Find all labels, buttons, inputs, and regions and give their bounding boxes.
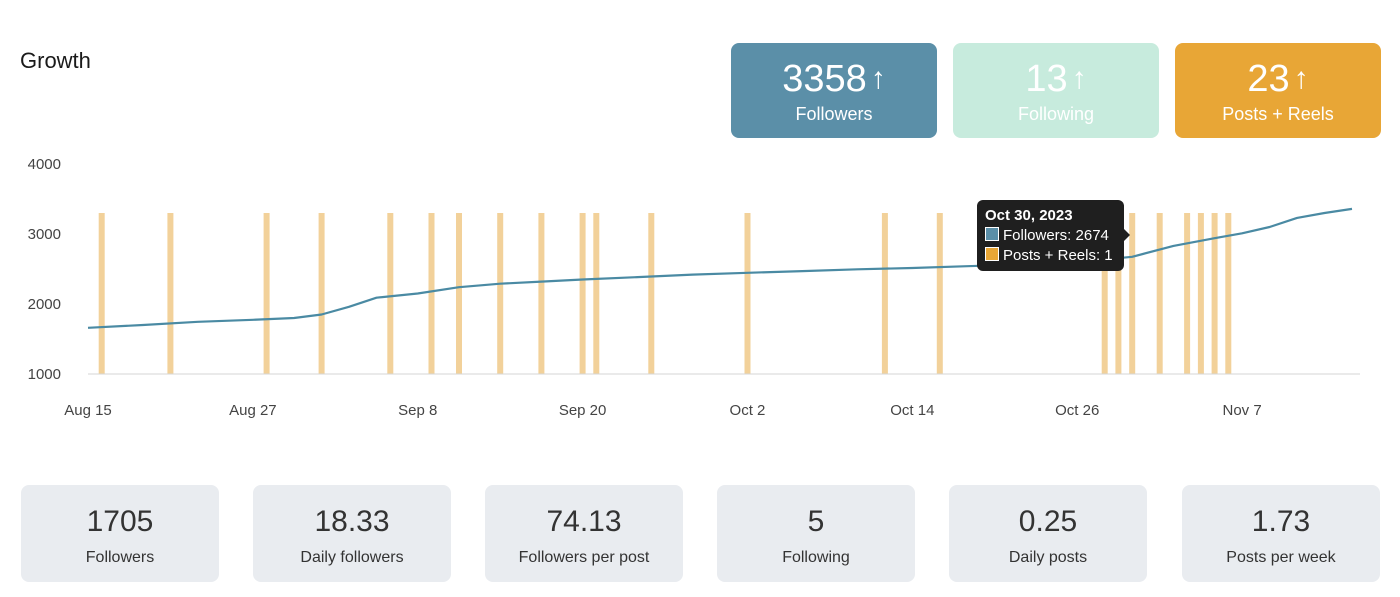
x-tick-label: Aug 27 xyxy=(229,402,277,419)
tooltip-posts: Posts + Reels: 1 xyxy=(1003,247,1113,264)
followers-kpi-value: 3358 xyxy=(782,58,867,100)
posts-kpi-card: 23 ↑ Posts + Reels xyxy=(1175,43,1381,138)
chart-tooltip: Oct 30, 2023 Followers: 2674 Posts + Ree… xyxy=(977,200,1130,271)
posts-bar xyxy=(1211,213,1218,374)
stat-label: Daily posts xyxy=(1008,549,1088,566)
stat-label: Daily followers xyxy=(300,549,404,566)
y-tick-label: 4000 xyxy=(28,156,61,173)
posts-bar xyxy=(1184,213,1191,374)
x-tick-label: Oct 14 xyxy=(890,402,934,419)
stat-value: 18.33 xyxy=(314,505,390,538)
stat-card-daily-posts: 0.25 Daily posts xyxy=(949,485,1147,582)
followers-kpi-card: 3358 ↑ Followers xyxy=(731,43,937,138)
y-tick-label: 2000 xyxy=(28,296,61,313)
posts-bar xyxy=(1225,213,1232,374)
page-title: Growth xyxy=(20,48,91,73)
stat-value: 0.25 xyxy=(1018,505,1078,538)
posts-swatch-icon xyxy=(985,247,999,261)
posts-bar xyxy=(936,213,943,374)
y-tick-label: 3000 xyxy=(28,226,61,243)
posts-bar xyxy=(497,213,504,374)
following-kpi-card: 13 ↑ Following xyxy=(953,43,1159,138)
x-tick-label: Aug 15 xyxy=(64,402,112,419)
arrow-up-icon: ↑ xyxy=(1071,62,1087,95)
stat-label: Following xyxy=(782,549,850,566)
stat-value: 1705 xyxy=(86,505,154,538)
followers-swatch-icon xyxy=(985,227,999,241)
followers-series-line xyxy=(87,207,1353,329)
posts-bar xyxy=(456,213,462,374)
y-tick-label: 1000 xyxy=(28,366,61,383)
posts-bar xyxy=(1101,213,1108,374)
posts-bar xyxy=(579,213,586,374)
tooltip-followers: Followers: 2674 xyxy=(1003,227,1109,244)
following-kpi-value: 13 xyxy=(1025,58,1068,100)
posts-bar xyxy=(1156,213,1163,374)
x-tick-label: Sep 8 xyxy=(398,402,437,419)
posts-bar xyxy=(387,213,394,374)
arrow-up-icon: ↑ xyxy=(1293,62,1309,95)
arrow-up-icon: ↑ xyxy=(870,62,886,95)
x-tick-label: Nov 7 xyxy=(1222,402,1261,419)
posts-bar xyxy=(167,213,174,374)
stat-card-followers-per-post: 74.13 Followers per post xyxy=(485,485,683,582)
x-tick-label: Oct 2 xyxy=(730,402,766,419)
following-kpi-label: Following xyxy=(1017,104,1095,124)
posts-bar xyxy=(1197,213,1204,374)
stat-card-following: 5 Following xyxy=(717,485,915,582)
posts-bar xyxy=(538,213,545,374)
posts-bar xyxy=(593,213,600,374)
posts-bar xyxy=(881,213,888,374)
posts-bar xyxy=(263,213,270,374)
x-tick-label: Oct 26 xyxy=(1055,402,1099,419)
stat-card-daily-followers: 18.33 Daily followers xyxy=(253,485,451,582)
posts-bar xyxy=(744,213,751,374)
x-tick-label: Sep 20 xyxy=(559,402,607,419)
posts-bar xyxy=(1115,213,1122,374)
posts-bar xyxy=(428,213,435,374)
posts-kpi-label: Posts + Reels xyxy=(1222,104,1334,124)
stat-value: 1.73 xyxy=(1251,505,1311,538)
stat-value: 5 xyxy=(807,505,825,538)
stat-label: Posts per week xyxy=(1226,549,1336,566)
posts-bar xyxy=(318,213,325,374)
growth-chart: 1000 2000 3000 4000 Aug 15 Aug 27 Sep 8 Sep 20… xyxy=(28,156,1360,419)
posts-kpi-value: 23 xyxy=(1247,58,1290,100)
stat-value: 74.13 xyxy=(546,505,622,538)
stat-label: Followers per post xyxy=(518,549,650,566)
stat-card-posts-per-week: 1.73 Posts per week xyxy=(1182,485,1380,582)
stat-card-followers: 1705 Followers xyxy=(21,485,219,582)
posts-bar xyxy=(1129,213,1136,374)
stat-label: Followers xyxy=(85,549,155,566)
posts-bar xyxy=(98,213,105,374)
followers-kpi-label: Followers xyxy=(795,104,873,124)
tooltip-date: Oct 30, 2023 xyxy=(985,207,1073,224)
posts-bar xyxy=(648,213,655,374)
